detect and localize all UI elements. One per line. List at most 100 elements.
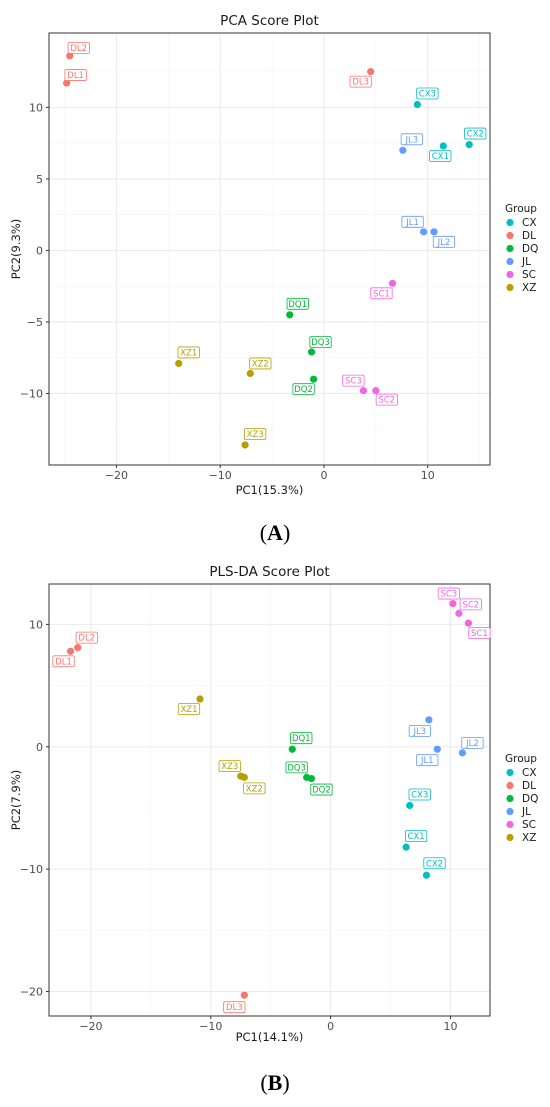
- point-label: CX1: [432, 152, 449, 162]
- point-label: CX2: [426, 859, 443, 869]
- legend-title: Group: [505, 753, 537, 765]
- point-label-box: [223, 1001, 246, 1014]
- legend-title: Group: [505, 203, 537, 215]
- point-label: DQ1: [292, 734, 311, 744]
- point-label: JL3: [413, 727, 427, 737]
- point-label: JL1: [405, 218, 419, 228]
- legend-key-dl: [506, 781, 514, 790]
- point-label: CX3: [411, 791, 428, 801]
- legend-key-dq: [506, 244, 514, 253]
- point-cx1: [439, 142, 447, 150]
- point-label: DQ3: [311, 338, 330, 348]
- y-tick-label: 0: [36, 244, 43, 257]
- data-points: CX1 CX2 CX3 DL1 DL2 DL3 DQ1 DQ2 DQ3 JL1 JL2 JL3 SC1 S…: [52, 587, 491, 1014]
- point-label-box: [437, 587, 460, 600]
- point-dl3: [240, 991, 248, 999]
- point-label: XZ1: [180, 348, 197, 358]
- point-jl2: [430, 228, 438, 236]
- legend-key-sc: [506, 820, 514, 829]
- legend-label-dl: DL: [522, 780, 536, 792]
- point-jl1: [419, 228, 428, 236]
- legend-key-xz: [506, 833, 514, 842]
- x-tick-label: −20: [79, 1020, 102, 1033]
- point-label: SC1: [373, 289, 390, 299]
- point-label-box: [375, 393, 398, 406]
- point-label-box: [468, 627, 491, 640]
- point-sc3: [359, 387, 368, 395]
- x-tick-label: 10: [421, 469, 435, 482]
- point-label: DL1: [55, 657, 72, 667]
- point-cx2: [422, 871, 431, 879]
- point-jl2: [458, 749, 467, 757]
- point-sc2: [372, 387, 380, 395]
- point-label: XZ3: [247, 430, 264, 440]
- point-label: JL2: [465, 739, 479, 749]
- point-label: CX2: [467, 130, 484, 140]
- point-label-box: [67, 41, 90, 54]
- point-label-box: [349, 75, 372, 88]
- x-axis-title: PC1(14.1%): [236, 1030, 304, 1044]
- point-label-box: [461, 736, 484, 749]
- point-label-box: [177, 346, 200, 359]
- point-label-box: [243, 782, 266, 795]
- legend-label-sc: SC: [522, 819, 536, 831]
- grid: [49, 584, 490, 1016]
- point-jl3: [399, 146, 407, 154]
- point-label: SC3: [440, 590, 457, 600]
- point-label-box: [177, 703, 201, 715]
- legend-label-dq: DQ: [522, 793, 538, 805]
- point-label-box: [408, 724, 431, 737]
- point-jl3: [425, 716, 433, 724]
- point-label-box: [416, 754, 439, 767]
- point-label: DQ1: [288, 300, 307, 310]
- point-dq3: [303, 773, 311, 781]
- point-dl3: [367, 68, 375, 76]
- point-dq2: [310, 375, 318, 383]
- point-label-box: [429, 150, 452, 162]
- point-label-box: [459, 598, 482, 611]
- legend-label-dl: DL: [522, 230, 536, 242]
- chart-title: PLS-DA Score Plot: [209, 564, 329, 580]
- point-label: DL2: [78, 634, 95, 644]
- point-cx3: [406, 801, 414, 810]
- legend-label-xz: XZ: [522, 282, 536, 294]
- point-label-box: [405, 830, 428, 843]
- point-xz3: [241, 441, 249, 449]
- point-label-box: [310, 783, 333, 796]
- point-label: DQ2: [312, 786, 331, 796]
- legend-key-cx: [506, 218, 514, 227]
- point-sc1: [464, 619, 473, 627]
- x-tick-label: 10: [443, 1020, 457, 1033]
- legend-label-xz: XZ: [522, 832, 536, 844]
- point-xz1: [196, 695, 204, 703]
- point-label-box: [75, 631, 98, 644]
- legend-label-jl: JL: [521, 806, 531, 818]
- point-label: DL3: [352, 78, 369, 88]
- point-label-box: [370, 287, 393, 300]
- point-label: JL1: [420, 756, 434, 766]
- point-label: DL2: [70, 44, 87, 54]
- y-tick-label: 10: [29, 618, 43, 631]
- panel-label: (B): [260, 1070, 289, 1095]
- x-axis-title: PC1(15.3%): [236, 483, 304, 497]
- point-xz2: [246, 369, 254, 378]
- data-points: CX1 CX2 CX3 DL1 DL2 DL3 DQ1 DQ2 DQ3 JL1 JL2 JL3 SC1 S…: [63, 41, 487, 449]
- chart-title: PCA Score Plot: [220, 13, 319, 29]
- legend-key-dq: [506, 794, 514, 803]
- point-label-box: [416, 87, 439, 100]
- x-tick-label: −10: [209, 469, 232, 482]
- x-tick-label: −10: [199, 1020, 222, 1033]
- point-label-box: [423, 857, 446, 870]
- point-label-box: [249, 357, 272, 370]
- point-cx3: [413, 100, 421, 109]
- x-tick-label: 0: [327, 1020, 334, 1033]
- point-label-box: [244, 428, 267, 440]
- point-dq3: [307, 348, 316, 356]
- point-label-box: [309, 336, 332, 348]
- panel-label: (A): [260, 520, 291, 545]
- point-label-box: [285, 761, 308, 774]
- legend-label-sc: SC: [522, 269, 536, 281]
- point-label-box: [292, 383, 315, 396]
